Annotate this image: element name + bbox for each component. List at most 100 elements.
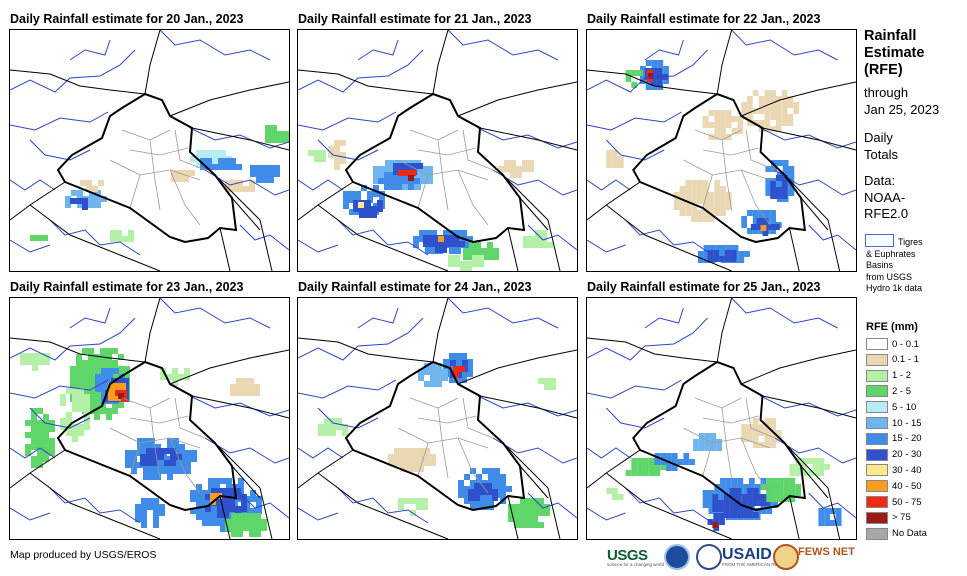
usaid-tagline: FROM THE AMERICAN PEOPLE <box>722 562 790 567</box>
legend-item: 30 - 40 <box>866 464 922 477</box>
rainfall-cell <box>538 522 544 528</box>
rainfall-cell <box>770 442 776 448</box>
rainfall-cell <box>43 438 49 444</box>
province-boundary <box>409 129 459 141</box>
rainfall-cell <box>752 90 759 96</box>
rainfall-cell <box>183 170 189 176</box>
rainfall-cell <box>94 354 100 360</box>
rainfall-cell <box>486 489 492 495</box>
rainfall-cell <box>242 378 248 384</box>
rainfall-cell <box>214 520 220 526</box>
rainfall-cell <box>714 134 721 140</box>
rainfall-cell <box>729 488 736 494</box>
rainfall-cell <box>752 430 759 436</box>
basin-boundary <box>337 487 429 524</box>
rainfall-cell <box>147 498 153 504</box>
rainfall-cell <box>468 489 474 495</box>
rainfall-cell <box>236 378 242 384</box>
rainfall-cell <box>262 171 268 177</box>
rainfall-cell <box>710 445 717 451</box>
rainfall-cell <box>404 170 410 176</box>
rainfall-cell <box>476 504 482 510</box>
province-boundary <box>174 397 206 439</box>
rainfall-cell <box>49 420 55 426</box>
rainfall-cell <box>617 494 624 500</box>
rainfall-cell <box>185 462 191 468</box>
rainfall-cell <box>78 406 84 412</box>
rainfall-cell <box>143 468 149 474</box>
rainfall-cell <box>135 516 141 522</box>
rainfall-cell <box>430 381 436 387</box>
basin-boundary <box>298 111 397 131</box>
rainfall-cell <box>492 495 498 501</box>
rainfall-cell <box>612 162 618 168</box>
basin-boundary <box>189 395 289 417</box>
rainfall-cell <box>349 197 355 203</box>
usgs-logo: USGS <box>607 540 648 570</box>
rainfall-cell <box>455 230 461 236</box>
rainfall-cell <box>683 453 690 459</box>
rainfall-cell <box>106 348 112 354</box>
rainfall-cell <box>775 108 782 114</box>
basin-boundary <box>49 219 141 256</box>
country-border <box>298 337 434 363</box>
rainfall-cell <box>660 459 667 465</box>
rainfall-cell <box>725 192 732 198</box>
rainfall-cell <box>771 160 777 166</box>
rainfall-cell <box>26 359 32 365</box>
rainfall-cell <box>124 366 130 372</box>
rainfall-cell <box>450 360 456 366</box>
rainfall-cell <box>698 433 705 439</box>
rainfall-cell <box>801 458 807 464</box>
rainfall-cell <box>637 470 643 476</box>
basin-boundary <box>587 239 626 253</box>
basin-boundary <box>10 507 51 521</box>
rainfall-cell <box>492 489 498 495</box>
basin-boundary <box>492 437 577 464</box>
data-source-text: Data: NOAA- RFE2.0 <box>864 173 908 223</box>
rainfall-cell <box>114 395 120 401</box>
basin-boundary <box>298 49 424 93</box>
rainfall-cell <box>371 206 377 212</box>
rainfall-cell <box>795 484 802 490</box>
basin-boundary <box>337 219 429 256</box>
rainfall-cell <box>504 166 510 172</box>
rainfall-cell <box>466 261 472 267</box>
basin-note-line: Basins <box>866 260 894 270</box>
rainfall-cell <box>418 460 424 466</box>
rainfall-cell <box>478 261 484 267</box>
basin-boundary <box>605 139 665 161</box>
rainfall-cell <box>106 354 112 360</box>
rainfall-cell <box>218 164 224 170</box>
rainfall-cell <box>720 122 726 128</box>
rainfall-cell <box>735 506 742 512</box>
country-border <box>716 298 733 363</box>
rainfall-cell <box>464 474 470 480</box>
rainfall-cell <box>720 192 726 198</box>
rainfall-cell <box>702 192 709 198</box>
rainfall-cell <box>255 519 261 525</box>
rainfall-cell <box>274 165 280 171</box>
rainfall-cell <box>256 502 262 508</box>
map-canvas-2 <box>298 30 577 271</box>
rainfall-cell <box>412 448 418 454</box>
rainfall-cell <box>49 426 55 432</box>
rainfall-cell <box>283 131 289 137</box>
rainfall-cell <box>737 116 744 122</box>
rainfall-cell <box>427 166 433 172</box>
rainfall-cell <box>217 506 223 512</box>
totals-line: Daily <box>864 130 893 145</box>
rainfall-cell <box>812 464 819 470</box>
rainfall-cell <box>466 267 472 271</box>
rainfall-cell <box>249 513 255 519</box>
rainfall-cell <box>128 230 134 236</box>
rainfall-cell <box>758 96 765 102</box>
rainfall-cell <box>747 102 753 108</box>
rainfall-cell <box>459 366 465 372</box>
rainfall-cell <box>89 196 95 202</box>
rainfall-cell <box>101 380 107 386</box>
rainfall-cell <box>153 504 159 510</box>
rainfall-cell <box>818 508 825 514</box>
rainfall-cell <box>179 444 185 450</box>
rainfall-cell <box>149 468 155 474</box>
